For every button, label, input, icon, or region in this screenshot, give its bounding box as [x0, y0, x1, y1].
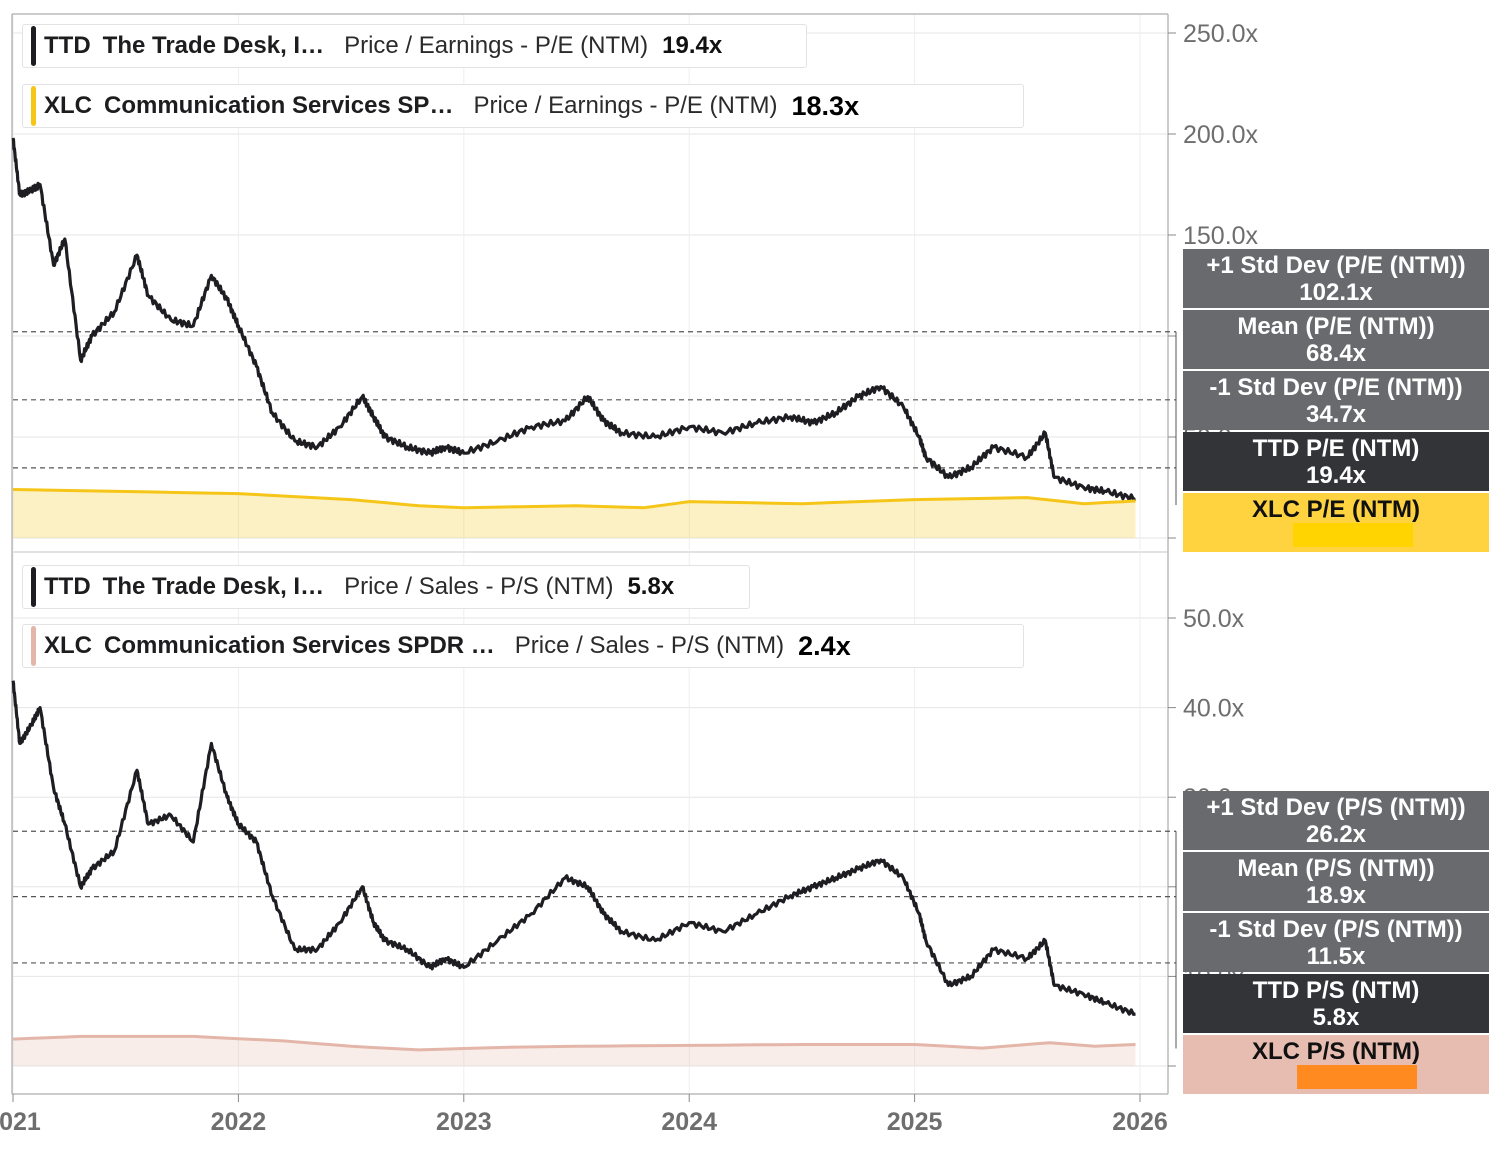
ps-value-label-title: +1 Std Dev (P/S (NTM)) — [1206, 794, 1465, 821]
xtick-label: 2024 — [661, 1108, 717, 1136]
ps-value-label-bg — [1183, 791, 1489, 850]
pe-value-label-value: 68.4x — [1306, 340, 1367, 367]
pe-legend-ttd-value: 19.4x — [662, 32, 723, 59]
xtick-label: 2025 — [887, 1108, 943, 1136]
pe-legend-ttd-metric: Price / Earnings - P/E (NTM) — [344, 32, 649, 59]
ps-xlc-line — [12, 1034, 1136, 1052]
ps-value-label-title: TTD P/S (NTM) — [1253, 977, 1420, 1004]
ps-value-label-bg — [1183, 852, 1489, 911]
pe-ytick-label: 150.0x — [1183, 222, 1259, 250]
ps-value-label-value: 5.8x — [1313, 1004, 1360, 1031]
ps-value-label-swatch — [1297, 1065, 1417, 1089]
pe-value-label-title: Mean (P/E (NTM)) — [1237, 313, 1434, 340]
xtick-label: 2022 — [211, 1108, 267, 1136]
pe-legend-xlc[interactable]: XLC Communication Services SP… Price / E… — [22, 84, 1024, 128]
pe-value-label-swatch — [1293, 523, 1413, 547]
pe-legend-ttd-swatch — [31, 26, 36, 66]
pe-value-label-bg — [1183, 249, 1489, 308]
ps-ytick-label: 40.0x — [1183, 695, 1245, 723]
pe-ytick-label: 200.0x — [1183, 121, 1259, 149]
ps-legend-ttd-swatch — [31, 567, 36, 607]
ps-legend-xlc-metric: Price / Sales - P/S (NTM) — [514, 632, 785, 659]
pe-ttd-line — [11, 137, 1137, 502]
ps-legend-xlc-name: Communication Services SPDR … — [104, 632, 495, 659]
pe-value-label-bg — [1183, 432, 1489, 491]
xtick-label: 2021 — [0, 1108, 41, 1136]
ps-legend-ttd-ticker: TTD — [44, 573, 91, 600]
ps-legend-ttd-name: The Trade Desk, I… — [102, 573, 325, 600]
pe-legend-xlc-name: Communication Services SP… — [104, 92, 454, 119]
ps-value-label-value: 11.5x — [1307, 943, 1366, 970]
ps-value-label-title: XLC P/S (NTM) — [1252, 1038, 1420, 1065]
pe-legend-xlc-ticker: XLC — [44, 92, 92, 119]
ps-legend-xlc-value: 2.4x — [798, 630, 851, 661]
pe-legend-xlc-metric: Price / Earnings - P/E (NTM) — [473, 92, 778, 119]
ps-ttd-line — [11, 680, 1136, 1016]
pe-value-label-value: 19.4x — [1306, 462, 1367, 489]
xtick-label: 2026 — [1112, 1108, 1168, 1136]
ps-legend-ttd-value: 5.8x — [627, 573, 675, 600]
ps-legend-xlc-swatch — [31, 626, 36, 666]
ps-legend-xlc[interactable]: XLC Communication Services SPDR … Price … — [22, 624, 1024, 668]
ps-value-label-value: 26.2x — [1306, 821, 1367, 848]
pe-value-label-title: TTD P/E (NTM) — [1253, 435, 1420, 462]
ps-value-label-title: -1 Std Dev (P/S (NTM)) — [1209, 916, 1462, 943]
pe-xlc-line — [12, 488, 1136, 510]
xtick-label: 2023 — [436, 1108, 492, 1136]
ps-legend-xlc-ticker: XLC — [44, 632, 92, 659]
pe-value-label-title: +1 Std Dev (P/E (NTM)) — [1206, 252, 1465, 279]
pe-value-label-bg — [1183, 371, 1489, 430]
ps-value-label-value: 18.9x — [1306, 882, 1367, 909]
pe-legend-xlc-swatch — [31, 86, 36, 126]
ps-ytick-label: 50.0x — [1183, 605, 1245, 633]
ps-legend-ttd-metric: Price / Sales - P/S (NTM) — [344, 573, 614, 600]
pe-legend-ttd-name: The Trade Desk, I… — [102, 32, 325, 59]
pe-legend-xlc-value: 18.3x — [791, 90, 860, 121]
pe-value-label-title: XLC P/E (NTM) — [1252, 496, 1420, 523]
ps-legend-ttd[interactable]: TTD The Trade Desk, I… Price / Sales - P… — [22, 565, 750, 609]
pe-value-label-bg — [1183, 310, 1489, 369]
pe-ytick-label: 250.0x — [1183, 20, 1259, 48]
pe-legend-ttd-ticker: TTD — [44, 32, 91, 59]
pe-value-label-title: -1 Std Dev (P/E (NTM)) — [1209, 374, 1462, 401]
pe-value-label-value: 34.7x — [1306, 401, 1367, 428]
ps-xlc-area — [13, 1036, 1136, 1066]
ps-value-label-bg — [1183, 974, 1489, 1033]
ps-value-label-title: Mean (P/S (NTM)) — [1237, 855, 1434, 882]
pe-value-label-value: 102.1x — [1299, 279, 1373, 306]
ps-value-label-bg — [1183, 913, 1489, 972]
pe-legend-ttd[interactable]: TTD The Trade Desk, I… Price / Earnings … — [22, 24, 807, 68]
pe-xlc-area — [13, 489, 1136, 538]
